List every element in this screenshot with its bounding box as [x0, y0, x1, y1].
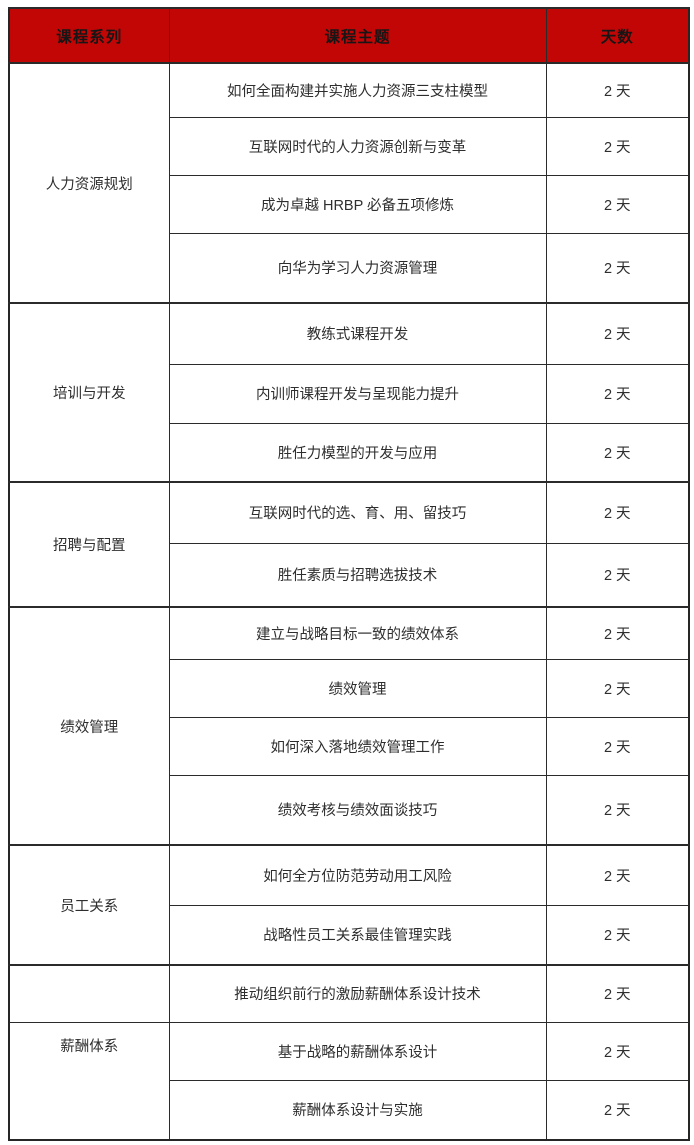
days-cell: 2 天	[545, 1021, 690, 1081]
course-catalog-table: 课程系列 课程主题 天数 人力资源规划 如何全面构建并实施人力资源三支柱模型 2…	[8, 7, 690, 1141]
course-row: 员工关系 如何全方位防范劳动用工风险 2 天	[8, 844, 690, 966]
course-row: 绩效管理 建立与战略目标一致的绩效体系 2 天	[8, 606, 690, 846]
series-cell-hr-planning: 人力资源规划	[8, 62, 170, 304]
course-row: 战略性员工关系最佳管理实践 2 天	[9, 904, 690, 966]
days-cell: 2 天	[545, 363, 690, 424]
days-cell: 2 天	[545, 964, 690, 1023]
course-title-cell: 如何全面构建并实施人力资源三支柱模型	[168, 62, 547, 118]
series-cell-performance-management: 绩效管理	[8, 606, 170, 846]
course-row: 成为卓越 HRBP 必备五项修炼 2 天	[9, 174, 690, 234]
course-title-cell: 成为卓越 HRBP 必备五项修炼	[168, 174, 547, 234]
series-cell-empty	[8, 964, 170, 1023]
series-cell-employee-relations: 员工关系	[8, 844, 170, 966]
course-row: 薪酬体系 基于战略的薪酬体系设计 2 天	[8, 1021, 690, 1141]
course-title-cell: 互联网时代的人力资源创新与变革	[168, 116, 547, 176]
course-row: 向华为学习人力资源管理 2 天	[9, 232, 690, 304]
days-cell: 2 天	[545, 62, 690, 118]
days-cell: 2 天	[545, 542, 690, 608]
course-title-cell: 如何全方位防范劳动用工风险	[168, 844, 547, 906]
course-row: 招聘与配置 互联网时代的选、育、用、留技巧 2 天	[8, 481, 690, 608]
course-row: 胜任素质与招聘选拔技术 2 天	[9, 542, 690, 608]
header-course-topic: 课程主题	[168, 7, 547, 64]
course-row: 薪酬体系设计与实施 2 天	[9, 1079, 690, 1141]
days-cell: 2 天	[545, 1079, 690, 1141]
days-cell: 2 天	[545, 422, 690, 483]
series-cell-recruitment-staffing: 招聘与配置	[8, 481, 170, 608]
course-title-cell: 推动组织前行的激励薪酬体系设计技术	[168, 964, 547, 1023]
days-cell: 2 天	[545, 904, 690, 966]
days-cell: 2 天	[545, 481, 690, 544]
course-title-cell: 胜任素质与招聘选拔技术	[168, 542, 547, 608]
days-cell: 2 天	[545, 844, 690, 906]
course-row: 互联网时代的人力资源创新与变革 2 天	[9, 116, 690, 176]
course-title-cell: 如何深入落地绩效管理工作	[168, 716, 547, 776]
days-cell: 2 天	[545, 116, 690, 176]
header-course-series: 课程系列	[8, 7, 170, 64]
course-title-cell: 基于战略的薪酬体系设计	[168, 1021, 547, 1081]
days-cell: 2 天	[545, 174, 690, 234]
course-title-cell: 战略性员工关系最佳管理实践	[168, 904, 547, 966]
days-cell: 2 天	[545, 774, 690, 846]
course-title-cell: 绩效管理	[168, 658, 547, 718]
series-cell-training-development: 培训与开发	[8, 302, 170, 483]
course-title-cell: 内训师课程开发与呈现能力提升	[168, 363, 547, 424]
header-days: 天数	[545, 7, 690, 64]
course-title-cell: 建立与战略目标一致的绩效体系	[168, 606, 547, 660]
days-cell: 2 天	[545, 606, 690, 660]
course-row: 人力资源规划 如何全面构建并实施人力资源三支柱模型 2 天	[8, 62, 690, 304]
course-title-cell: 互联网时代的选、育、用、留技巧	[168, 481, 547, 544]
course-title-cell: 教练式课程开发	[168, 302, 547, 365]
course-title-cell: 向华为学习人力资源管理	[168, 232, 547, 304]
course-title-cell: 薪酬体系设计与实施	[168, 1079, 547, 1141]
days-cell: 2 天	[545, 658, 690, 718]
course-title-cell: 胜任力模型的开发与应用	[168, 422, 547, 483]
header-row: 课程系列 课程主题 天数	[8, 7, 690, 64]
course-row: 如何深入落地绩效管理工作 2 天	[9, 716, 690, 776]
course-row: 绩效管理 2 天	[9, 658, 690, 718]
series-cell-compensation-system: 薪酬体系	[8, 1021, 170, 1141]
course-row: 推动组织前行的激励薪酬体系设计技术 2 天	[8, 964, 690, 1023]
days-cell: 2 天	[545, 302, 690, 365]
course-row: 培训与开发 教练式课程开发 2 天	[8, 302, 690, 483]
course-row: 胜任力模型的开发与应用 2 天	[9, 422, 690, 483]
days-cell: 2 天	[545, 232, 690, 304]
course-row: 内训师课程开发与呈现能力提升 2 天	[9, 363, 690, 424]
course-title-cell: 绩效考核与绩效面谈技巧	[168, 774, 547, 846]
days-cell: 2 天	[545, 716, 690, 776]
